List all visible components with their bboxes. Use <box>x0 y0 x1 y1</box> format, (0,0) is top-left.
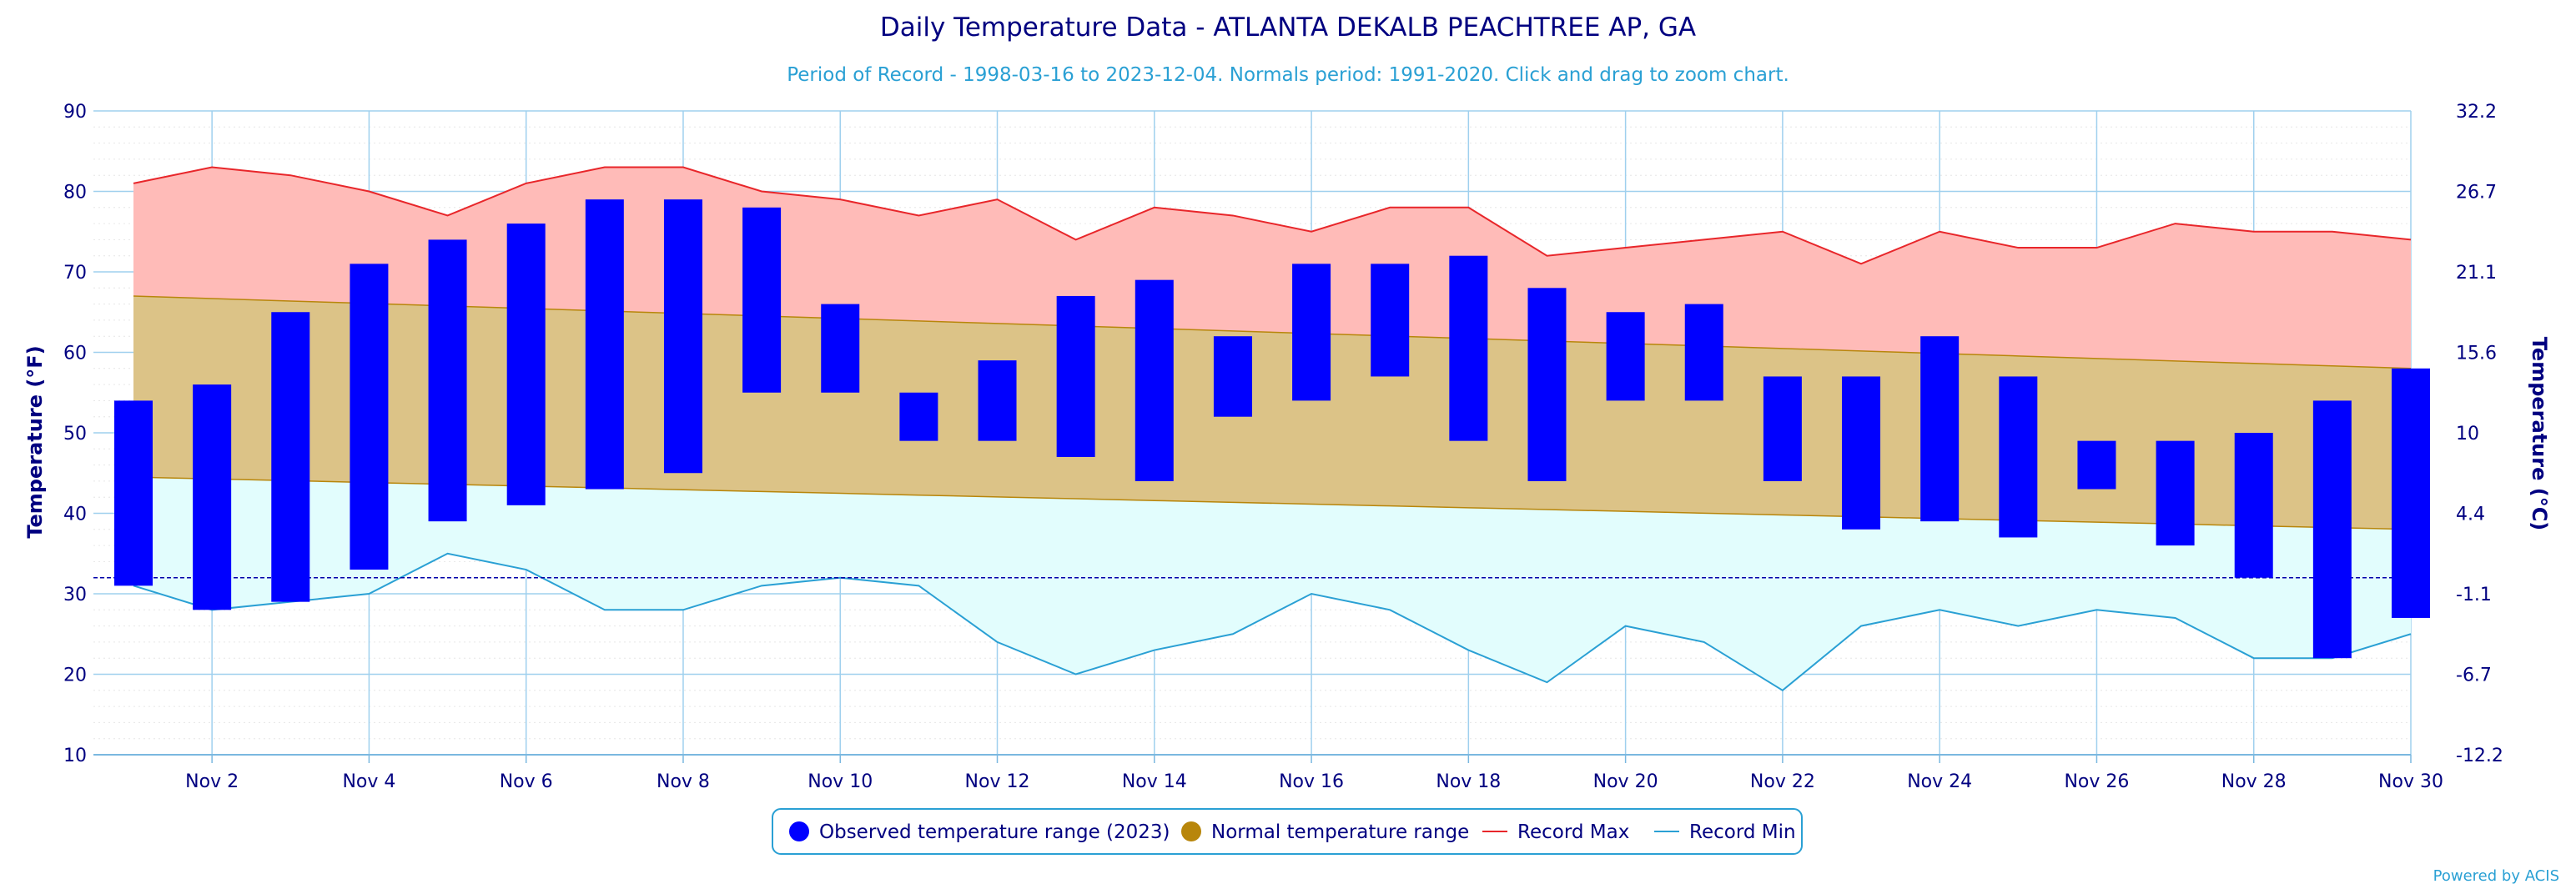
observed-bar-nov-17[interactable] <box>1371 264 1410 377</box>
x-tick-label: Nov 24 <box>1907 771 1972 792</box>
observed-bar-nov-4[interactable] <box>350 264 389 570</box>
y-tick-label-right: 15.6 <box>2456 344 2497 364</box>
x-tick-label: Nov 28 <box>2221 771 2287 792</box>
legend-record-max-label: Record Max <box>1517 821 1629 843</box>
y-tick-label-right: 26.7 <box>2456 183 2497 203</box>
x-tick-label: Nov 6 <box>500 771 553 792</box>
observed-bar-nov-7[interactable] <box>585 199 624 490</box>
legend-record-min-label: Record Min <box>1689 821 1796 843</box>
observed-bar-nov-11[interactable] <box>899 392 938 441</box>
x-tick-label: Nov 30 <box>2378 771 2443 792</box>
record-min-band <box>133 477 2411 691</box>
observed-bar-nov-27[interactable] <box>2156 440 2195 546</box>
observed-bar-nov-15[interactable] <box>1213 336 1252 417</box>
y-tick-label-left: 80 <box>63 183 87 203</box>
y-tick-label-left: 30 <box>63 585 87 605</box>
observed-bar-nov-1[interactable] <box>114 400 153 586</box>
observed-bar-nov-3[interactable] <box>271 312 310 602</box>
legend-normal-marker <box>1181 821 1201 841</box>
credits-link[interactable]: Powered by ACIS <box>2433 867 2559 885</box>
x-tick-label: Nov 8 <box>657 771 710 792</box>
x-tick-label: Nov 16 <box>1279 771 1344 792</box>
record-max-line <box>133 166 2412 265</box>
record-min-line <box>133 552 2412 692</box>
y-tick-label-right: -6.7 <box>2456 665 2492 686</box>
legend-observed-marker <box>789 821 809 841</box>
observed-bar-nov-6[interactable] <box>506 224 546 505</box>
observed-bar-nov-22[interactable] <box>1763 376 1802 481</box>
y-tick-label-left: 40 <box>63 505 87 525</box>
observed-bar-nov-30[interactable] <box>2392 368 2430 618</box>
y-tick-label-left: 90 <box>63 102 87 123</box>
observed-bar-nov-23[interactable] <box>1842 376 1881 530</box>
observed-bar-nov-14[interactable] <box>1135 279 1174 481</box>
observed-bar-nov-2[interactable] <box>193 384 232 610</box>
record-max-band <box>133 167 2411 369</box>
normal-range-band <box>133 295 2411 530</box>
chart-title: Daily Temperature Data - ATLANTA DEKALB … <box>880 13 1696 43</box>
x-tick-label: Nov 4 <box>342 771 395 792</box>
observed-bar-nov-20[interactable] <box>1606 312 1645 401</box>
y-tick-label-left: 70 <box>63 263 87 284</box>
observed-bars[interactable] <box>114 199 2430 659</box>
x-tick-label: Nov 14 <box>1122 771 1187 792</box>
y-tick-label-right: -12.2 <box>2456 746 2503 766</box>
observed-bar-nov-8[interactable] <box>663 199 702 474</box>
legend-box <box>772 808 1803 855</box>
legend: Observed temperature range (2023) Normal… <box>772 808 1803 855</box>
y-tick-label-left: 50 <box>63 424 87 444</box>
legend-normal-label: Normal temperature range <box>1211 821 1469 843</box>
x-tick-label: Nov 10 <box>808 771 873 792</box>
y-tick-label-left: 20 <box>63 665 87 686</box>
x-tick-label: Nov 26 <box>2064 771 2129 792</box>
legend-item-record-max[interactable]: Record Max <box>1482 821 1629 843</box>
y-tick-label-right: 4.4 <box>2456 505 2485 525</box>
observed-bar-nov-21[interactable] <box>1684 304 1723 401</box>
x-tick-label: Nov 22 <box>1750 771 1815 792</box>
observed-bar-nov-26[interactable] <box>2077 440 2116 490</box>
observed-bar-nov-10[interactable] <box>821 304 860 393</box>
observed-bar-nov-16[interactable] <box>1292 264 1331 401</box>
y-axis-title-left: Temperature (°F) <box>23 345 47 538</box>
x-tick-label: Nov 2 <box>185 771 239 792</box>
legend-observed-label: Observed temperature range (2023) <box>819 821 1170 843</box>
y-tick-label-right: 21.1 <box>2456 263 2497 284</box>
observed-bar-nov-12[interactable] <box>978 360 1017 441</box>
observed-bar-nov-18[interactable] <box>1449 255 1488 441</box>
chart-subtitle: Period of Record - 1998-03-16 to 2023-12… <box>787 64 1789 86</box>
legend-item-normal[interactable]: Normal temperature range <box>1181 821 1469 843</box>
observed-bar-nov-24[interactable] <box>1920 336 1960 522</box>
plot-areas <box>93 166 2412 692</box>
observed-bar-nov-5[interactable] <box>428 239 467 522</box>
y-tick-label-left: 10 <box>63 746 87 766</box>
observed-bar-nov-29[interactable] <box>2312 400 2352 659</box>
observed-bar-nov-13[interactable] <box>1056 295 1095 457</box>
y-tick-label-right: -1.1 <box>2456 585 2492 605</box>
y-axis-title-right: Temperature (°C) <box>2528 337 2551 531</box>
x-tick-label: Nov 20 <box>1593 771 1658 792</box>
y-tick-label-left: 60 <box>63 344 87 364</box>
observed-bar-nov-19[interactable] <box>1527 288 1567 481</box>
observed-bar-nov-9[interactable] <box>742 207 782 393</box>
legend-item-record-min[interactable]: Record Min <box>1654 821 1796 843</box>
y-tick-label-right: 32.2 <box>2456 102 2497 123</box>
observed-bar-nov-28[interactable] <box>2234 433 2273 578</box>
x-tick-label: Nov 18 <box>1436 771 1501 792</box>
legend-item-observed[interactable]: Observed temperature range (2023) <box>789 821 1170 843</box>
y-tick-label-right: 10 <box>2456 424 2479 444</box>
observed-bar-nov-25[interactable] <box>1999 376 2038 538</box>
x-tick-label: Nov 12 <box>965 771 1030 792</box>
axes: 10 20 30 40 50 60 70 80 90 -12.2 -6.7 -1.1 4.4 10 15.6… <box>63 102 2503 792</box>
